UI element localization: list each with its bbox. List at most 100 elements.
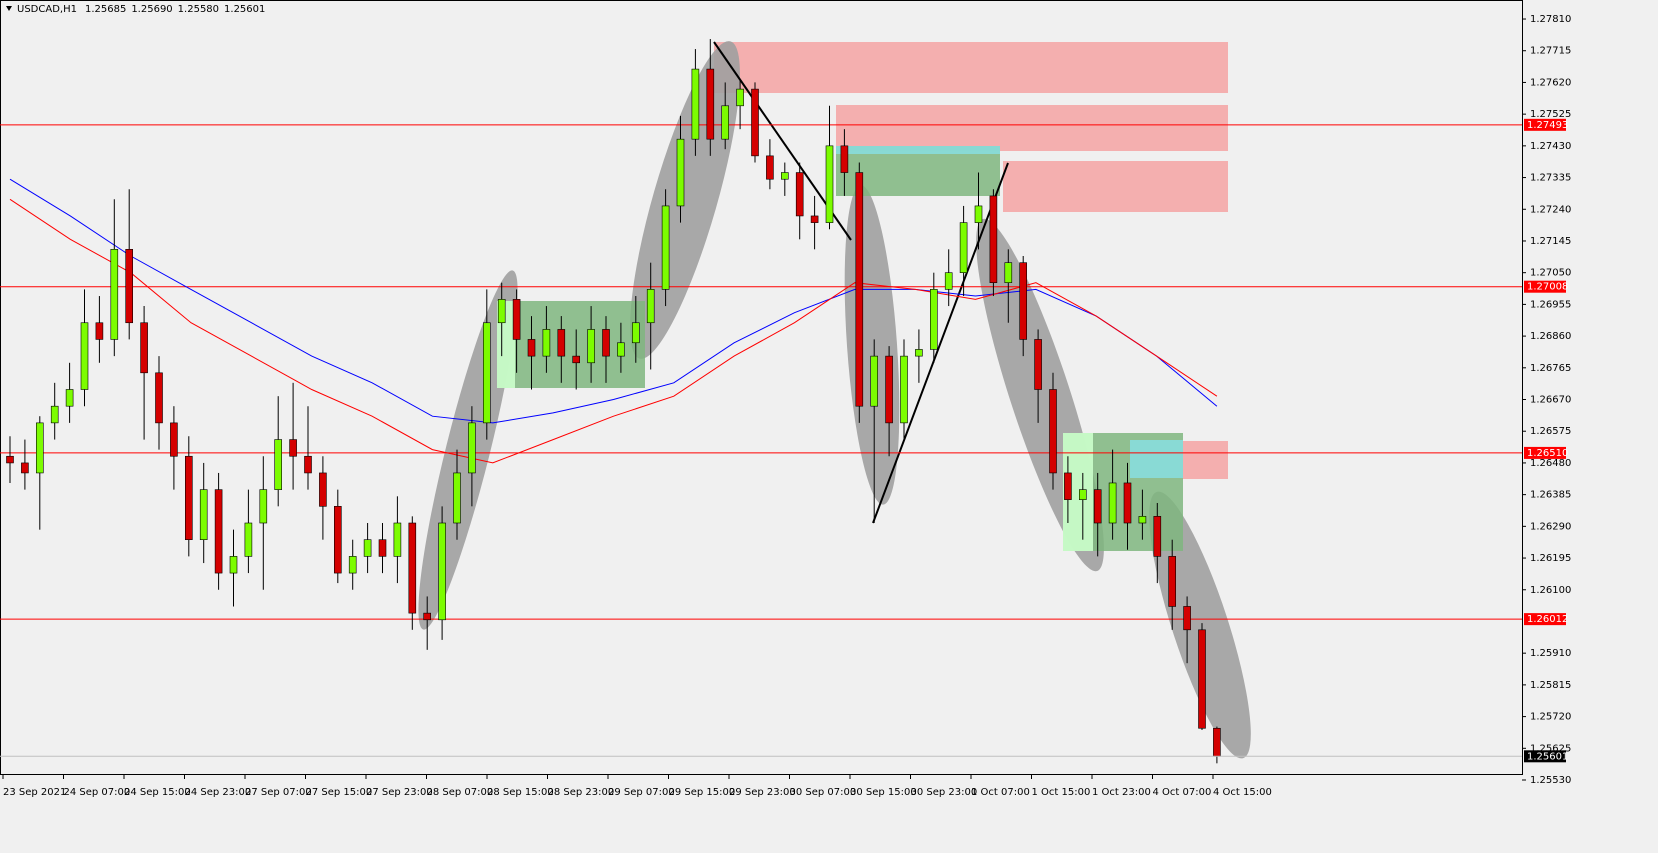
y-tick-label: 1.25720 (1530, 712, 1571, 723)
y-tick-label: 1.25530 (1530, 775, 1571, 786)
y-tick-label: 1.26860 (1530, 331, 1571, 342)
candle-body (751, 88, 759, 157)
candle-body (780, 172, 789, 180)
candle-body (348, 556, 357, 574)
level-label: 1.26510 (1527, 448, 1568, 459)
y-tick-label: 1.27335 (1530, 173, 1571, 184)
candle-body (900, 355, 908, 424)
x-tick-label: 1 Oct 15:00 (1032, 787, 1091, 798)
candle-body (244, 522, 253, 557)
x-tick-label: 23 Sep 2021 (3, 787, 66, 798)
candle-body (185, 455, 193, 540)
level-label-box (1524, 446, 1566, 459)
y-tick-label: 1.26100 (1530, 585, 1571, 596)
y-tick-label: 1.26290 (1530, 521, 1571, 532)
candle-body (468, 422, 476, 474)
candle-body (512, 299, 521, 340)
candle-body (1183, 606, 1191, 631)
candle-body (155, 372, 163, 424)
candle-body (378, 539, 387, 557)
y-tick-label: 1.26480 (1530, 458, 1571, 469)
quote-value: 1.25685 (85, 4, 126, 15)
x-tick-label: 4 Oct 07:00 (1153, 787, 1212, 798)
trend-line (872, 162, 1009, 524)
candle-body (333, 506, 342, 574)
y-tick-label: 1.27050 (1530, 268, 1571, 279)
y-tick-label: 1.27145 (1530, 236, 1571, 247)
level-label: 1.27493 (1527, 120, 1568, 131)
candle-body (408, 522, 417, 614)
demand-zone-edge (1130, 440, 1183, 478)
plot-frame (0, 0, 1523, 775)
candle-body (572, 355, 581, 364)
candle-body (438, 522, 446, 621)
candle-body (1049, 389, 1057, 474)
menu-arrow[interactable] (6, 6, 12, 11)
candle-body (229, 556, 238, 574)
x-tick-label: 28 Sep 23:00 (548, 787, 615, 798)
moving-average (9, 198, 1218, 464)
last-price-box (1524, 750, 1566, 763)
demand-zone (836, 146, 1000, 196)
candle-body (1093, 489, 1102, 524)
candle-body (393, 522, 402, 557)
candle-body (1019, 262, 1028, 340)
supply-zone (714, 42, 1228, 93)
candle-body (1079, 489, 1087, 500)
x-tick-label: 1 Oct 23:00 (1092, 787, 1151, 798)
candle-body (542, 329, 551, 357)
candle-body (1168, 556, 1176, 607)
level-label: 1.27008 (1527, 282, 1568, 293)
last-price-label: 1.25601 (1527, 751, 1568, 762)
candle-body (1198, 629, 1206, 729)
candle-body (557, 329, 566, 357)
supply-zone (836, 105, 1228, 151)
candle-body (617, 342, 625, 357)
candle-body (1034, 339, 1042, 390)
x-tick-label: 24 Sep 23:00 (185, 787, 252, 798)
x-tick-label: 29 Sep 07:00 (608, 787, 675, 798)
x-tick-label: 30 Sep 23:00 (911, 787, 978, 798)
level-label-box (1524, 118, 1566, 131)
candle-body (959, 222, 968, 273)
candle-body (795, 172, 804, 217)
candle-body (1153, 516, 1162, 557)
candle-body (855, 172, 864, 407)
candle-body (170, 422, 178, 457)
moving-average (9, 178, 1218, 424)
candle-body (140, 322, 148, 374)
level-label-box (1524, 280, 1566, 293)
y-tick-label: 1.27430 (1530, 141, 1571, 152)
x-tick-label: 28 Sep 15:00 (487, 787, 554, 798)
x-tick-label: 29 Sep 23:00 (729, 787, 796, 798)
x-tick-label: 27 Sep 07:00 (245, 787, 312, 798)
candle-body (482, 322, 491, 424)
level-label-box (1524, 613, 1566, 626)
candle-body (289, 439, 297, 457)
candle-body (706, 68, 715, 140)
candle-body (602, 329, 610, 357)
candle-body (1213, 727, 1221, 757)
candle-body (527, 339, 536, 357)
candle-body (1108, 482, 1117, 524)
y-tick-label: 1.25625 (1530, 743, 1571, 754)
x-tick-label: 30 Sep 07:00 (790, 787, 857, 798)
y-tick-label: 1.26385 (1530, 490, 1571, 501)
candle-body (80, 322, 89, 390)
supply-zone (1003, 161, 1228, 212)
candle-body (1138, 516, 1147, 524)
x-tick-label: 30 Sep 15:00 (850, 787, 917, 798)
candle-body (989, 195, 998, 283)
candle-body (1123, 482, 1132, 524)
candle-body (691, 68, 700, 140)
candle-body (944, 272, 953, 290)
quote-value: 1.25690 (131, 4, 172, 15)
y-tick-label: 1.25910 (1530, 648, 1571, 659)
candle-body (453, 472, 461, 524)
candle-body (885, 355, 893, 424)
x-tick-label: 4 Oct 15:00 (1213, 787, 1272, 798)
candle-body (825, 145, 834, 223)
candle-body (259, 489, 268, 524)
level-label: 1.26012 (1527, 614, 1568, 625)
